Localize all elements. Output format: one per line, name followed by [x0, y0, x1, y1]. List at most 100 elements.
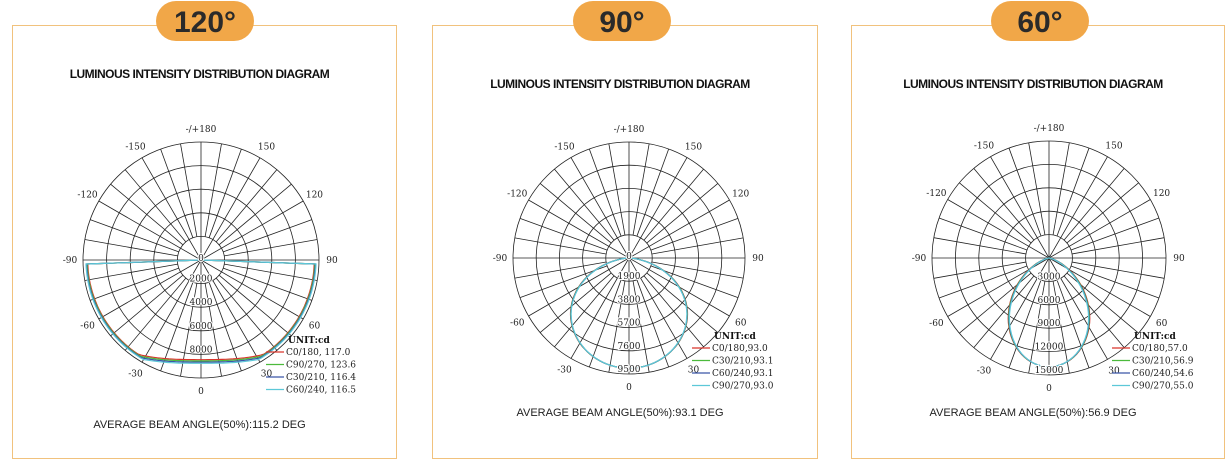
radial-label: 6000	[190, 322, 213, 332]
radial-label: 15000	[1035, 366, 1064, 376]
intensity-curve	[85, 259, 317, 364]
grid-spoke	[1071, 237, 1165, 255]
radial-label: 7600	[618, 342, 641, 352]
panel: 120° LUMINOUS INTENSITY DISTRIBUTION DIAG…	[12, 1, 397, 459]
grid-spoke	[528, 199, 630, 259]
grid-spoke	[632, 143, 650, 236]
grid-spoke	[1028, 280, 1046, 374]
panel: 60° LUMINOUS INTENSITY DISTRIBUTION DIAGR…	[851, 1, 1225, 459]
grid-spoke	[570, 257, 630, 359]
grid-spoke	[628, 257, 688, 359]
grid-spoke	[636, 279, 670, 368]
angle-label: -150	[974, 141, 994, 151]
grid-spoke	[218, 183, 292, 246]
grid-spoke	[588, 279, 622, 368]
grid-spoke	[643, 275, 704, 348]
legend-label: C0/180,93.0	[712, 344, 768, 354]
intensity-curve	[1008, 257, 1090, 368]
grid-spoke	[1048, 199, 1151, 259]
badge	[573, 1, 671, 41]
angle-label: -90	[63, 256, 78, 266]
radial-label: 4000	[190, 298, 213, 308]
radial-label: 12000	[1035, 343, 1064, 353]
legend-unit: UNIT:cd	[714, 332, 756, 342]
grid-spoke	[959, 182, 1032, 244]
grid-spoke	[224, 239, 318, 257]
angle-label: 150	[258, 143, 275, 153]
grid-spoke	[1056, 279, 1090, 369]
angle-label: -30	[977, 367, 992, 377]
angle-label: 60	[309, 322, 321, 332]
grid-spoke	[1056, 147, 1090, 237]
footer-note: AVERAGE BEAM ANGLE(50%):115.2 DEG	[93, 419, 305, 431]
grid-spoke	[215, 169, 278, 243]
grid-spoke	[554, 275, 615, 348]
legend-label: C60/240,93.1	[712, 369, 773, 379]
radial-label: 0	[198, 254, 204, 264]
grid-spoke	[1052, 280, 1070, 374]
angle-label: -90	[493, 254, 508, 264]
grid-spoke	[1066, 182, 1139, 244]
diagram-title: LUMINOUS INTENSITY DISTRIBUTION DIAGRAM	[903, 77, 1163, 91]
grid-spoke	[124, 277, 187, 351]
grid-spoke	[98, 200, 202, 261]
grid-spoke	[632, 280, 650, 373]
diagram-title: LUMINOUS INTENSITY DISTRIBUTION DIAGRAM	[490, 77, 750, 91]
grid-spoke	[218, 274, 292, 337]
grid-spoke	[160, 148, 194, 238]
badge-label: 120°	[174, 6, 236, 39]
angle-label: 30	[1108, 367, 1120, 377]
grid-spoke	[646, 272, 719, 333]
legend-label: C90/270, 123.6	[286, 361, 356, 371]
angle-label: 120	[1153, 189, 1170, 199]
grid-spoke	[628, 157, 688, 259]
grid-spoke	[588, 148, 622, 237]
grid-spoke	[933, 237, 1027, 255]
grid-spoke	[973, 168, 1035, 241]
radial-label: 8000	[190, 345, 213, 355]
legend-label: C60/240, 116.5	[286, 386, 356, 396]
grid-spoke	[947, 199, 1050, 259]
grid-spoke	[973, 275, 1035, 348]
grid-spoke	[514, 261, 607, 279]
angle-label: -120	[507, 190, 527, 200]
panel: 90° LUMINOUS INTENSITY DISTRIBUTION DIAGR…	[432, 1, 818, 459]
angle-label: -/+180	[186, 125, 217, 135]
grid-spoke	[89, 267, 179, 301]
angle-label: -150	[125, 143, 145, 153]
radial-label: 9500	[618, 365, 641, 375]
grid-spoke	[180, 143, 198, 237]
grid-spoke	[938, 265, 1028, 299]
angle-label: -30	[128, 369, 143, 379]
grid-spoke	[141, 157, 202, 261]
grid-spoke	[1063, 168, 1125, 241]
grid-spoke	[643, 168, 704, 241]
grid-spoke	[1028, 142, 1046, 236]
angle-label: -60	[80, 322, 95, 332]
angle-label: -120	[926, 189, 946, 199]
angle-label: 60	[1156, 319, 1168, 329]
radial-label: 5700	[618, 319, 641, 329]
grid-spoke	[200, 259, 304, 320]
angle-label: 120	[306, 191, 323, 201]
angle-label: 0	[198, 387, 204, 397]
legend-label: C90/270,93.0	[712, 382, 774, 392]
grid-spoke	[141, 259, 202, 363]
angle-label: 90	[1173, 254, 1185, 264]
angle-label: 60	[735, 319, 747, 329]
grid-spoke	[990, 156, 1050, 259]
legend-unit: UNIT:cd	[1134, 332, 1176, 342]
grid-spoke	[636, 148, 670, 237]
grid-spoke	[200, 157, 261, 261]
grid-spoke	[223, 219, 313, 253]
grid-spoke	[514, 237, 607, 255]
grid-spoke	[1052, 142, 1070, 236]
grid-spoke	[1071, 261, 1165, 279]
angle-label: 30	[688, 366, 700, 376]
radial-label: 3800	[618, 295, 641, 305]
angle-label: -150	[554, 142, 574, 152]
grid-spoke	[208, 282, 242, 372]
angle-label: -60	[929, 319, 944, 329]
grid-spoke	[651, 237, 744, 255]
